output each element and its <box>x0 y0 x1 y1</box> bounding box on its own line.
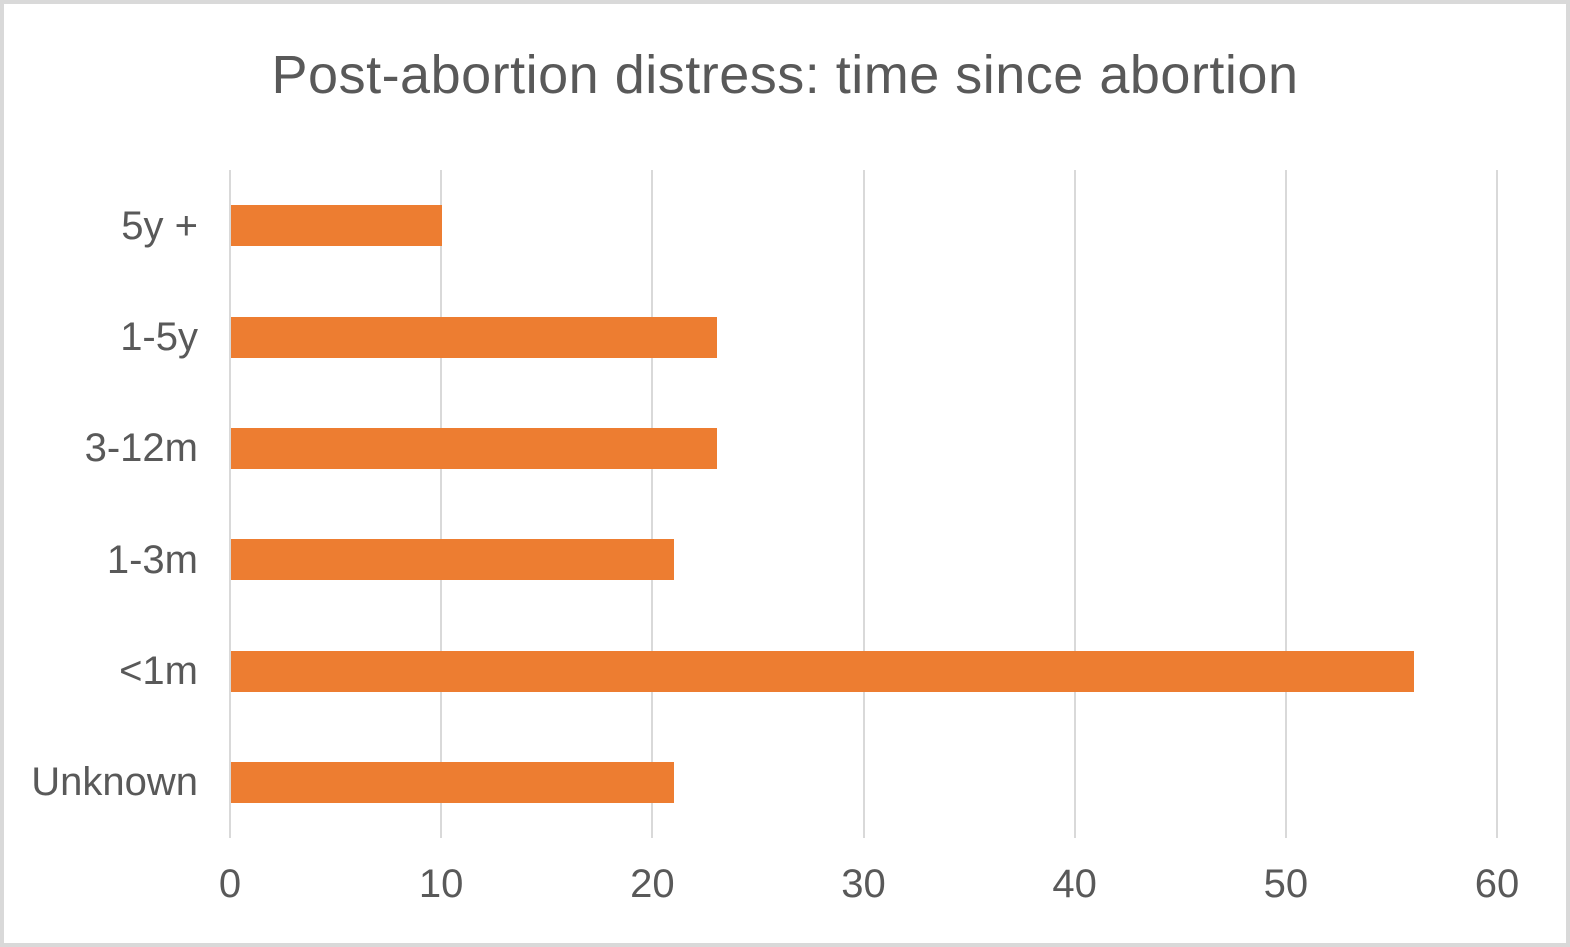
bar <box>231 205 443 247</box>
category-label: 1-3m <box>106 537 198 582</box>
category-label: 5y + <box>121 203 198 248</box>
gridline <box>1073 170 1076 838</box>
bar <box>231 427 717 469</box>
chart-title: Post-abortion distress: time since abort… <box>271 45 1299 105</box>
bar <box>231 650 1414 692</box>
bar <box>231 316 717 358</box>
value-tick-label: 10 <box>418 862 464 906</box>
bar <box>231 539 675 581</box>
gridline <box>440 170 443 838</box>
value-tick-label: 20 <box>630 862 675 906</box>
category-label: <1m <box>119 649 198 693</box>
value-tick-label: 40 <box>1052 862 1097 906</box>
gridline <box>229 170 231 838</box>
category-label: 3-12m <box>84 426 198 471</box>
value-tick-label: 30 <box>841 862 886 906</box>
category-label: Unknown <box>31 760 198 805</box>
value-tick-label: 0 <box>218 862 242 906</box>
gridline <box>1284 170 1287 838</box>
bar <box>231 761 675 803</box>
category-axis-labels: 5y + 1-5y 3-12m 1-3m <1m Unknown <box>0 170 198 838</box>
category-label: 1-5y <box>120 315 198 359</box>
value-tick-label: 60 <box>1474 862 1520 906</box>
gridline <box>651 170 654 838</box>
gridline <box>862 170 865 838</box>
value-tick-label: 50 <box>1263 862 1309 906</box>
plot-area <box>229 170 1498 838</box>
gridline <box>1496 170 1498 838</box>
